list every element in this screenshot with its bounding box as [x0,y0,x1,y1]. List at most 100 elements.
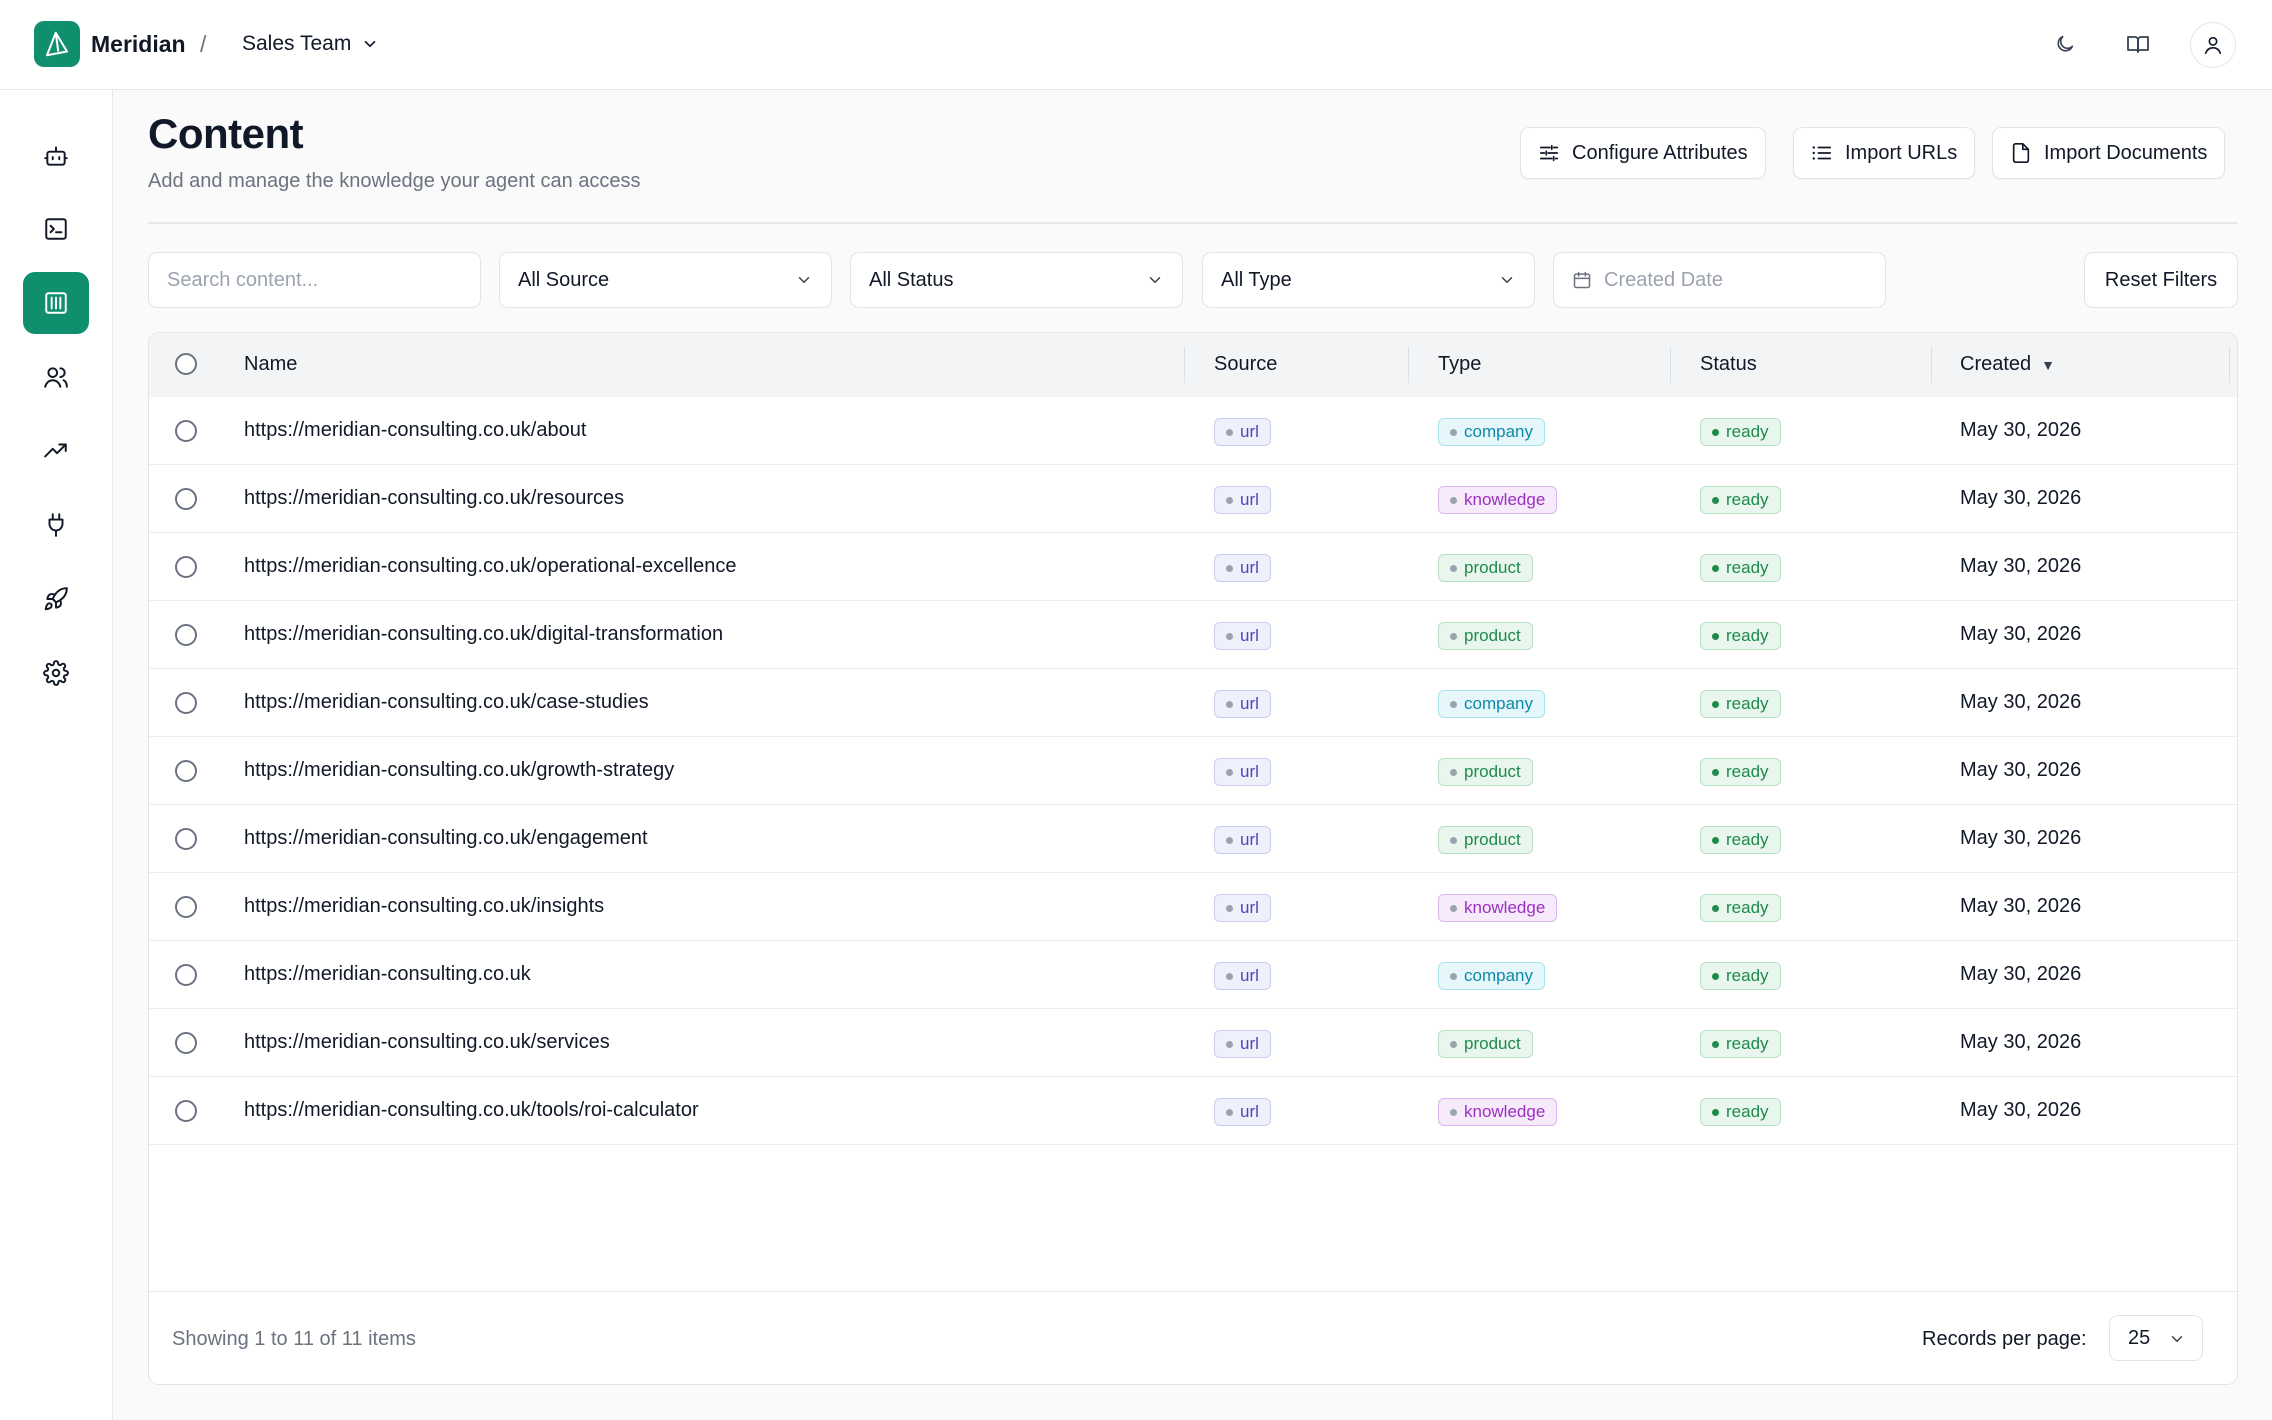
sidebar-item-agents[interactable] [23,125,89,187]
chevron-down-icon [365,40,376,48]
type-badge: product [1438,826,1533,854]
row-select-radio[interactable] [175,624,197,646]
source-badge-label: url [1240,966,1259,985]
source-dot-icon [1226,564,1233,572]
sidebar-item-analytics[interactable] [23,420,89,482]
source-dot-icon [1226,428,1233,436]
status-badge-label: ready [1726,694,1769,713]
meridian-logo-icon[interactable] [34,21,80,67]
source-filter[interactable]: All Source [499,252,832,308]
status-dot-icon [1712,700,1719,708]
table-row[interactable]: https://meridian-consulting.co.uk url comp… [149,941,2237,1009]
table-row[interactable]: https://meridian-consulting.co.uk/resour… [149,465,2237,533]
table-row[interactable]: https://meridian-consulting.co.uk/case-s… [149,669,2237,737]
type-dot-icon [1450,700,1457,708]
header-divider [148,222,2237,224]
chevron-down-icon [2171,1336,2183,1343]
row-select-radio[interactable] [175,1032,197,1054]
row-name[interactable]: https://meridian-consulting.co.uk/tools/… [244,1099,699,1121]
row-name[interactable]: https://meridian-consulting.co.uk/growth… [244,759,675,781]
row-select-radio[interactable] [175,692,197,714]
type-filter[interactable]: All Type [1202,252,1535,308]
moon-icon[interactable] [2045,24,2085,64]
row-name[interactable]: https://meridian-consulting.co.uk/digita… [244,623,724,645]
configure-attributes-label: Configure Attributes [1572,141,1748,164]
table-row[interactable]: https://meridian-consulting.co.uk/servic… [149,1009,2237,1077]
row-name[interactable]: https://meridian-consulting.co.uk/insigh… [244,895,605,917]
book-icon[interactable] [2118,24,2158,64]
type-badge: knowledge [1438,1098,1558,1126]
records-per-page-select[interactable]: 25 [2109,1315,2203,1361]
status-badge: ready [1700,486,1781,514]
column-type[interactable]: Type [1438,353,1482,375]
reset-filters-button[interactable]: Reset Filters [2084,252,2238,308]
row-select-radio[interactable] [175,488,197,510]
type-badge-label: product [1464,762,1521,781]
table-row[interactable]: https://meridian-consulting.co.uk/about u… [149,397,2237,465]
row-name[interactable]: https://meridian-consulting.co.uk/servic… [244,1031,610,1053]
table-row[interactable]: https://meridian-consulting.co.uk/operat… [149,533,2237,601]
status-badge-label: ready [1726,1034,1769,1053]
page-subtitle: Add and manage the knowledge your agent … [148,170,641,192]
column-source[interactable]: Source [1214,353,1278,375]
sidebar-item-console[interactable] [23,198,89,260]
status-badge: ready [1700,418,1781,446]
type-badge-label: product [1464,830,1521,849]
table-row[interactable]: https://meridian-consulting.co.uk/engage… [149,805,2237,873]
type-badge: company [1438,690,1545,718]
search-input[interactable]: Search content... [148,252,481,308]
pagination-summary: Showing 1 to 11 of 11 items [172,1328,416,1350]
row-select-radio[interactable] [175,1100,197,1122]
column-status[interactable]: Status [1700,353,1757,375]
row-name[interactable]: https://meridian-consulting.co.uk/engage… [244,827,648,849]
import-urls-button[interactable]: Import URLs [1793,127,1976,179]
table-row[interactable]: https://meridian-consulting.co.uk/growth… [149,737,2237,805]
team-switcher[interactable]: Sales Team [242,32,379,56]
avatar[interactable] [2190,22,2236,68]
table-row[interactable]: https://meridian-consulting.co.uk/tools/… [149,1077,2237,1145]
search-placeholder: Search content... [167,268,319,291]
import-urls-label: Import URLs [1845,141,1958,164]
status-filter-value: All Status [869,268,954,291]
import-documents-button[interactable]: Import Documents [1992,127,2226,179]
row-name[interactable]: https://meridian-consulting.co.uk/about [244,419,587,441]
row-name[interactable]: https://meridian-consulting.co.uk [244,963,531,985]
row-select-radio[interactable] [175,896,197,918]
status-filter[interactable]: All Status [850,252,1183,308]
row-select-radio[interactable] [175,964,197,986]
row-select-radio[interactable] [175,420,197,442]
sidebar-item-integrations[interactable] [23,494,89,556]
source-badge: url [1214,962,1271,990]
row-created-date: May 30, 2026 [1960,759,2082,781]
select-all-radio[interactable] [175,353,197,375]
source-badge: url [1214,554,1271,582]
sidebar-item-settings[interactable] [23,642,89,704]
status-badge: ready [1700,826,1781,854]
sidebar-item-deploy[interactable] [23,568,89,630]
content-table: Name Source Type Status Created ▼ https:… [148,332,2238,1385]
row-select-radio[interactable] [175,760,197,782]
source-badge: url [1214,622,1271,650]
type-badge-label: company [1464,422,1533,441]
configure-attributes-button[interactable]: Configure Attributes [1520,127,1766,179]
column-name[interactable]: Name [244,353,298,375]
type-badge: knowledge [1438,486,1558,514]
sidebar-item-content[interactable] [23,272,89,334]
created-date-filter[interactable]: Created Date [1553,252,1886,308]
type-dot-icon [1450,768,1457,776]
status-dot-icon [1712,972,1719,980]
row-created-date: May 30, 2026 [1960,827,2082,849]
row-select-radio[interactable] [175,828,197,850]
type-badge-label: product [1464,1034,1521,1053]
status-badge-label: ready [1726,558,1769,577]
table-row[interactable]: https://meridian-consulting.co.uk/insigh… [149,873,2237,941]
brand-name[interactable]: Meridian [91,31,186,57]
row-name[interactable]: https://meridian-consulting.co.uk/operat… [244,555,737,577]
column-created[interactable]: Created ▼ [1960,353,2055,376]
table-row[interactable]: https://meridian-consulting.co.uk/digita… [149,601,2237,669]
source-badge-label: url [1240,626,1259,645]
row-name[interactable]: https://meridian-consulting.co.uk/resour… [244,487,625,509]
row-select-radio[interactable] [175,556,197,578]
row-name[interactable]: https://meridian-consulting.co.uk/case-s… [244,691,649,713]
sidebar-item-users[interactable] [23,346,89,408]
